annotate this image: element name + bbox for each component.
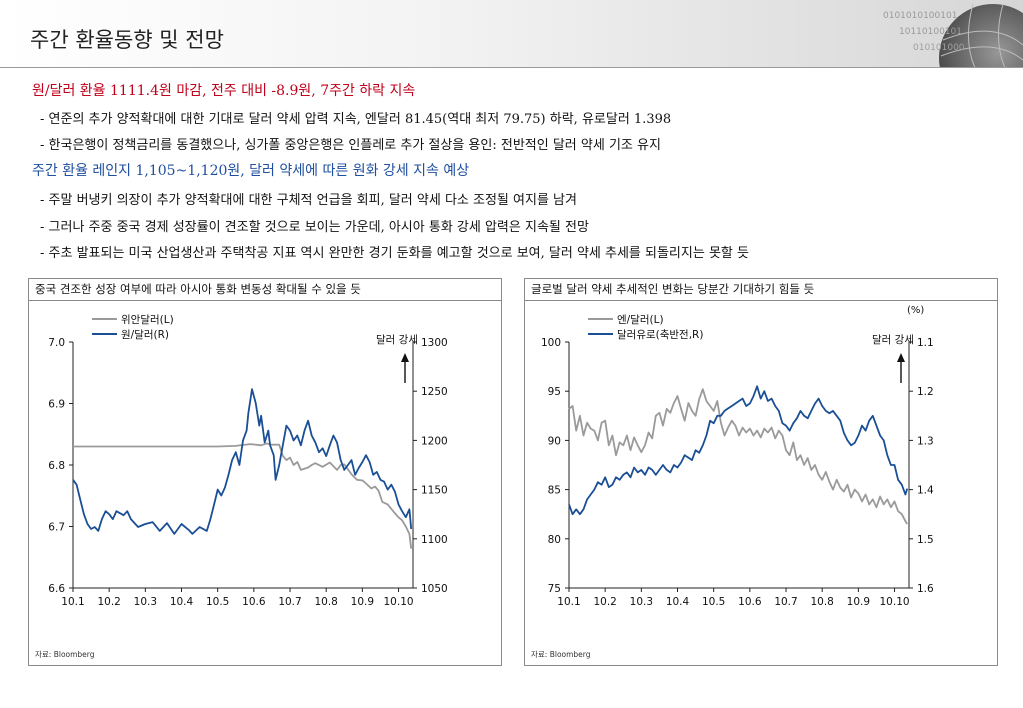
x-tick-label: 10.5: [206, 596, 229, 608]
x-tick-label: 10.8: [314, 596, 337, 608]
x-tick-label: 10.8: [810, 596, 833, 608]
x-tick-label: 10.10: [384, 596, 414, 608]
legend-label: 엔/달러(L): [617, 314, 664, 326]
svg-text:10110100101: 10110100101: [899, 27, 962, 37]
x-tick-label: 10.1: [557, 596, 580, 608]
chart-yen-euro: 75 80 85 90 95 100 1.6 1.5 1.4 1.3 1.2 1.1 10.1 10.2 1…: [541, 305, 934, 608]
y-tick-label-right: 1150: [421, 485, 448, 497]
header-bar: 주간 환율동향 및 전망 0101010100101 10110100101 0…: [0, 0, 1023, 68]
y-tick-label-left: 95: [548, 386, 561, 398]
x-tick-label: 10.1: [61, 596, 84, 608]
legend-label: 달러유로(축반전,R): [617, 329, 703, 341]
y-tick-label-right: 1200: [421, 435, 448, 447]
globe-icon: 0101010100101 10110100101 010101000: [883, 3, 1023, 68]
y-tick-label-right: 1.2: [917, 386, 934, 398]
y-tick-label-right: 1300: [421, 337, 448, 349]
x-tick-label: 10.10: [880, 596, 910, 608]
panel-title: 중국 견조한 성장 여부에 따라 아시아 통화 변동성 확대될 수 있을 듯: [29, 279, 501, 301]
x-tick-label: 10.5: [702, 596, 725, 608]
y-tick-label-right: 1.3: [917, 435, 934, 447]
bullet-item: - 연준의 추가 양적확대에 대한 기대로 달러 약세 압력 지속, 엔달러 8…: [40, 112, 672, 127]
y-tick-label-right: 1.5: [917, 534, 934, 546]
annotation-label: 달러 강세: [376, 334, 418, 346]
chart-yuan-won: 6.6 6.7 6.8 6.9 7.0 1050 1100 1150 1200 1250 1300 1…: [48, 313, 448, 608]
x-tick-label: 10.6: [242, 596, 266, 608]
y-tick-label-right: 1050: [421, 583, 448, 595]
y-tick-label-left: 7.0: [48, 337, 65, 349]
x-tick-label: 10.2: [593, 596, 616, 608]
bullet-item: - 한국은행이 정책금리를 동결했으나, 싱가폴 중앙은행은 인플레로 추가 절…: [40, 138, 661, 153]
svg-text:010101000: 010101000: [913, 43, 965, 53]
x-tick-label: 10.9: [847, 596, 870, 608]
x-tick-label: 10.2: [97, 596, 120, 608]
y-tick-label-left: 85: [548, 485, 561, 497]
bullet-item: - 주초 발표되는 미국 산업생산과 주택착공 지표 역시 완만한 경기 둔화를…: [40, 246, 749, 261]
svg-text:0101010100101: 0101010100101: [883, 11, 957, 21]
chart-panel-yuan-won: 중국 견조한 성장 여부에 따라 아시아 통화 변동성 확대될 수 있을 듯 6…: [28, 278, 502, 666]
legend-label: 위안달러(L): [121, 313, 174, 326]
x-tick-label: 10.7: [278, 596, 301, 608]
annotation-label: 달러 강세: [872, 334, 914, 346]
y-tick-label-left: 6.8: [48, 460, 65, 472]
y-tick-label-left: 100: [541, 337, 561, 349]
x-tick-label: 10.3: [630, 596, 653, 608]
x-tick-label: 10.6: [738, 596, 762, 608]
panel-title: 글로벌 달러 약세 추세적인 변화는 당분간 기대하기 힘들 듯: [525, 279, 997, 301]
series-line: [568, 388, 908, 525]
x-tick-label: 10.4: [170, 596, 194, 608]
y-tick-label-left: 6.7: [48, 522, 65, 534]
source-note: 자료: Bloomberg: [531, 650, 591, 659]
y-tick-label-right: 1250: [421, 386, 448, 398]
y-tick-label-right: 1.6: [917, 583, 934, 595]
annotation-arrowhead: [897, 353, 905, 362]
x-tick-label: 10.3: [134, 596, 157, 608]
bullet-item: - 그러나 주중 중국 경제 성장률이 견조할 것으로 보이는 가운데, 아시아…: [40, 220, 589, 235]
y-tick-label-left: 6.6: [48, 583, 65, 595]
chart-panel-yen-euro: 글로벌 달러 약세 추세적인 변화는 당분간 기대하기 힘들 듯 75 80 85 9…: [524, 278, 998, 666]
series-line: [568, 385, 909, 516]
x-tick-label: 10.7: [774, 596, 797, 608]
y-tick-label-right: 1100: [421, 534, 448, 546]
y-tick-label-right: 1.4: [917, 485, 934, 497]
headline-weekly-range: 주간 환율 레인지 1,105~1,120원, 달러 약세에 따른 원화 강세 …: [32, 163, 470, 179]
annotation-arrowhead: [401, 353, 409, 362]
source-note: 자료: Bloomberg: [35, 650, 95, 659]
x-tick-label: 10.9: [351, 596, 374, 608]
legend-label: 원/달러(R): [121, 329, 169, 341]
right-axis-unit: (%): [907, 305, 924, 316]
page-title: 주간 환율동향 및 전망: [30, 28, 224, 52]
series-line: [72, 388, 413, 535]
header-divider: [0, 67, 1023, 68]
x-tick-label: 10.4: [666, 596, 690, 608]
y-tick-label-right: 1.1: [917, 337, 934, 349]
bullet-item: - 주말 버냉키 의장이 추가 양적확대에 대한 구체적 언급을 회피, 달러 …: [40, 193, 577, 208]
series-line: [73, 442, 413, 549]
y-tick-label-left: 6.9: [48, 399, 65, 411]
y-tick-label-left: 80: [548, 534, 561, 546]
headline-won-dollar: 원/달러 환율 1111.4원 마감, 전주 대비 -8.9원, 7주간 하락 …: [32, 83, 416, 99]
y-tick-label-left: 90: [548, 435, 561, 447]
y-tick-label-left: 75: [548, 583, 561, 595]
